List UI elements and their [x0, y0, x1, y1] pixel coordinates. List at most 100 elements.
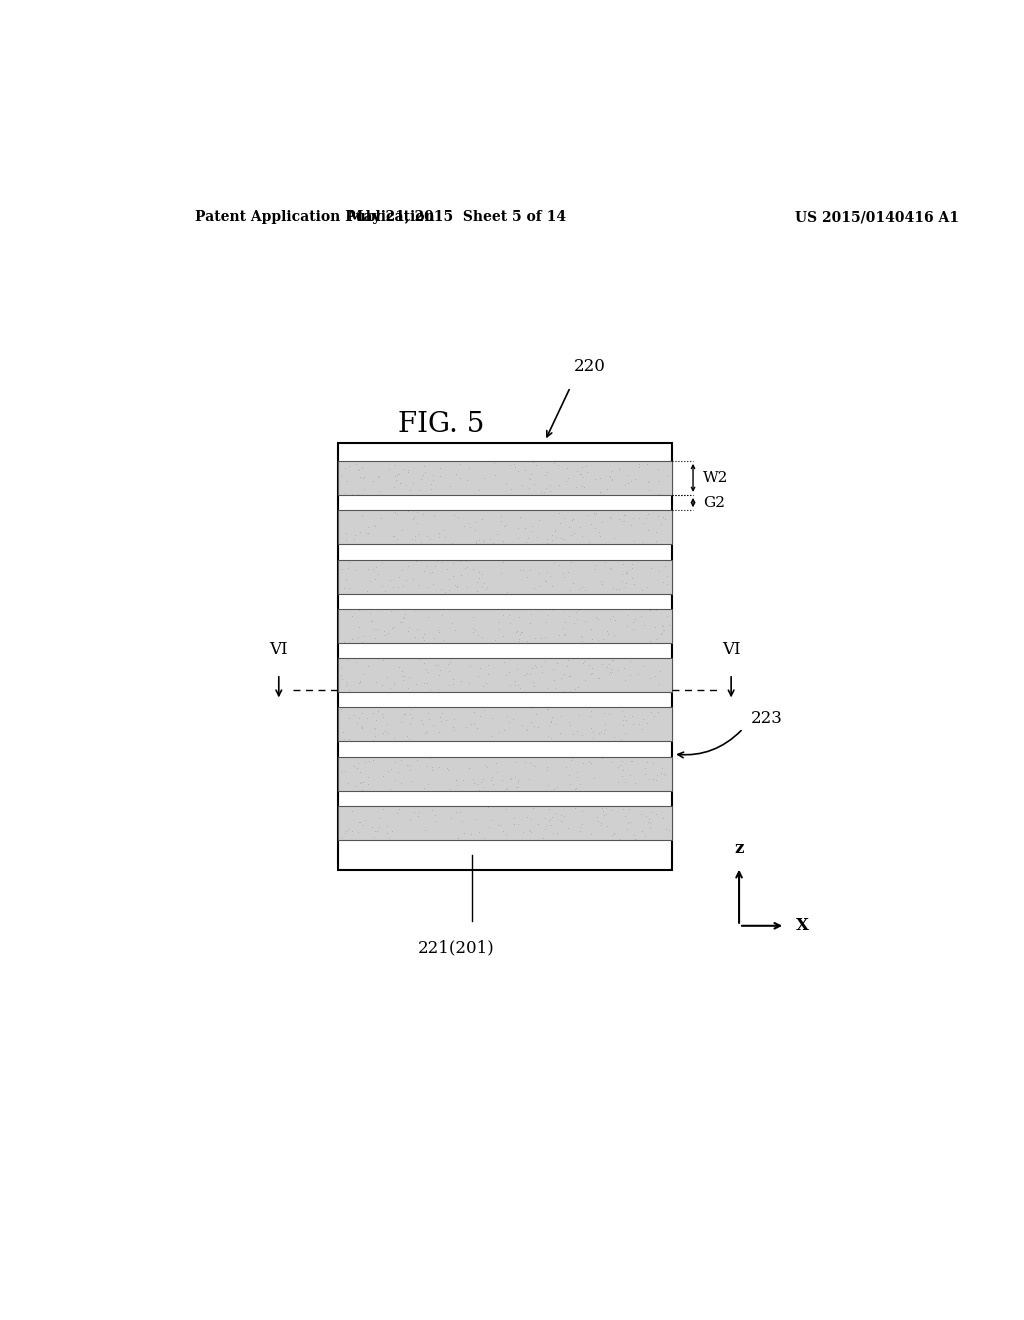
Point: [432, 579, 449, 601]
Point: [353, 623, 370, 644]
Point: [427, 775, 443, 796]
Point: [503, 669, 519, 690]
Point: [471, 824, 487, 845]
Point: [572, 463, 589, 484]
Point: [657, 475, 674, 496]
Point: [617, 466, 634, 487]
Bar: [338, 560, 672, 594]
Point: [355, 561, 372, 582]
Point: [639, 804, 655, 825]
Point: [463, 566, 479, 587]
Point: [580, 622, 596, 643]
Point: [635, 508, 651, 529]
Point: [400, 727, 417, 748]
Point: [463, 768, 479, 789]
Point: [367, 624, 383, 645]
Point: [356, 826, 373, 847]
Point: [411, 568, 427, 589]
Point: [520, 727, 537, 748]
Point: [403, 479, 420, 500]
Point: [467, 550, 483, 572]
Point: [370, 521, 386, 543]
Point: [605, 779, 622, 800]
Point: [508, 525, 524, 546]
Point: [350, 618, 367, 639]
Point: [644, 665, 660, 686]
Point: [600, 755, 616, 776]
Point: [596, 606, 612, 627]
Point: [385, 801, 401, 822]
Point: [657, 663, 674, 684]
Point: [658, 800, 675, 821]
Point: [334, 528, 350, 549]
Point: [536, 824, 552, 845]
Point: [537, 807, 553, 828]
Point: [521, 568, 538, 589]
Point: [463, 558, 479, 579]
Point: [650, 479, 667, 500]
Point: [421, 576, 437, 597]
Point: [552, 602, 568, 623]
Point: [338, 513, 354, 535]
Point: [377, 767, 393, 788]
Point: [475, 477, 492, 498]
Point: [520, 579, 537, 601]
Point: [357, 451, 374, 473]
Point: [574, 628, 591, 649]
Point: [571, 519, 588, 540]
Point: [389, 520, 406, 541]
Point: [389, 618, 406, 639]
Point: [493, 652, 509, 673]
Bar: [338, 511, 672, 544]
Point: [517, 755, 534, 776]
Point: [645, 764, 662, 785]
Text: G2: G2: [703, 495, 725, 510]
Point: [388, 508, 404, 529]
Point: [439, 626, 456, 647]
Point: [612, 458, 629, 479]
Point: [632, 812, 648, 833]
Point: [407, 529, 423, 550]
Point: [412, 828, 428, 849]
Point: [604, 531, 621, 552]
Point: [409, 631, 425, 652]
Point: [421, 766, 437, 787]
Point: [602, 651, 618, 672]
Point: [381, 611, 397, 632]
Point: [646, 777, 663, 799]
Point: [445, 774, 462, 795]
Point: [530, 680, 547, 701]
Point: [425, 808, 441, 829]
Point: [427, 525, 443, 546]
Point: [389, 676, 406, 697]
Point: [386, 517, 402, 539]
Point: [478, 800, 495, 821]
Point: [352, 564, 369, 585]
Point: [378, 816, 394, 837]
Point: [606, 713, 623, 734]
Point: [399, 477, 416, 498]
Point: [364, 660, 380, 681]
Point: [336, 622, 352, 643]
Point: [507, 532, 523, 553]
Point: [650, 758, 667, 779]
Text: FIG. 5: FIG. 5: [398, 412, 484, 438]
Point: [550, 609, 566, 630]
Point: [615, 660, 632, 681]
Point: [450, 577, 466, 598]
Point: [559, 628, 575, 649]
Point: [394, 807, 411, 828]
Point: [624, 572, 640, 593]
Point: [620, 721, 636, 742]
Point: [620, 556, 636, 577]
Point: [498, 574, 514, 595]
Point: [412, 529, 428, 550]
Point: [454, 461, 470, 482]
Point: [566, 620, 583, 642]
Point: [547, 529, 563, 550]
Point: [384, 483, 400, 504]
Point: [368, 825, 384, 846]
Point: [535, 729, 551, 750]
Point: [432, 705, 449, 726]
Point: [561, 519, 578, 540]
